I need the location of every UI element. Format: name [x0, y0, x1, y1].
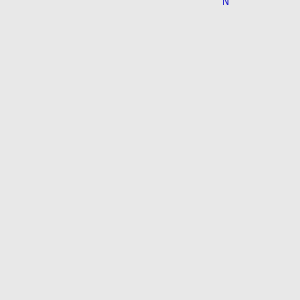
Text: N: N: [222, 0, 230, 7]
